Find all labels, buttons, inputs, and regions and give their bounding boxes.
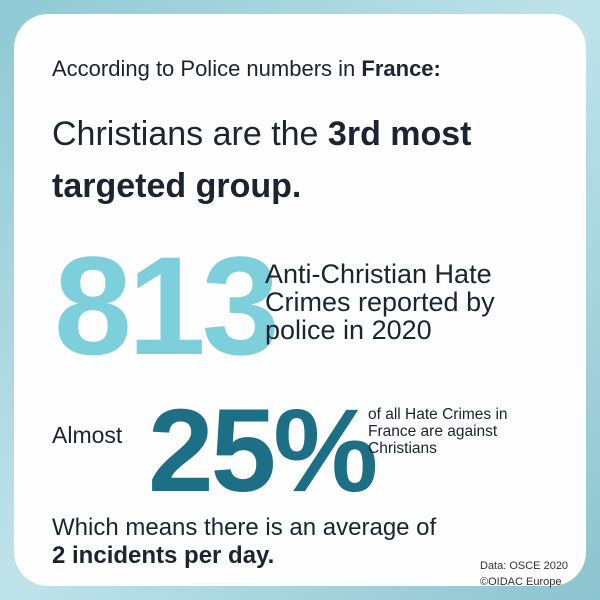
card: According to Police numbers in France: C… — [14, 14, 586, 588]
headline: Christians are the 3rd most targeted grou… — [52, 108, 472, 212]
summary-text: Which means there is an average of — [52, 514, 437, 541]
description-line: of all Hate Crimes in — [368, 406, 508, 423]
intro: According to Police numbers in France: — [52, 56, 441, 82]
description-line: police in 2020 — [265, 315, 432, 345]
stat-number: 813 — [54, 227, 280, 384]
summary: Which means there is an average of 2 inc… — [52, 514, 436, 570]
intro-text: According to Police numbers in — [52, 56, 356, 81]
source: Data: OSCE 2020 ©OIDAC Europe — [480, 558, 568, 590]
description-line: Anti-Christian Hate — [265, 259, 492, 289]
stat-description: Anti-Christian Hate Crimes reported by p… — [265, 260, 495, 344]
source-line: ©OIDAC Europe — [480, 576, 562, 588]
description-line: Crimes reported by — [265, 287, 495, 317]
summary-bold: 2 incidents per day. — [52, 542, 275, 569]
stat-prefix: Almost — [52, 422, 123, 448]
headline-bold: targeted group. — [52, 167, 302, 205]
stat-number: 25% — [148, 385, 378, 517]
intro-bold: France: — [361, 56, 441, 81]
description-line: Christians — [368, 440, 437, 457]
headline-text: Christians are the — [52, 115, 319, 153]
source-line: Data: OSCE 2020 — [480, 560, 569, 572]
headline-bold: 3rd most — [327, 115, 472, 153]
stat-description: of all Hate Crimes in France are against… — [368, 406, 508, 457]
description-line: France are against — [368, 423, 498, 440]
